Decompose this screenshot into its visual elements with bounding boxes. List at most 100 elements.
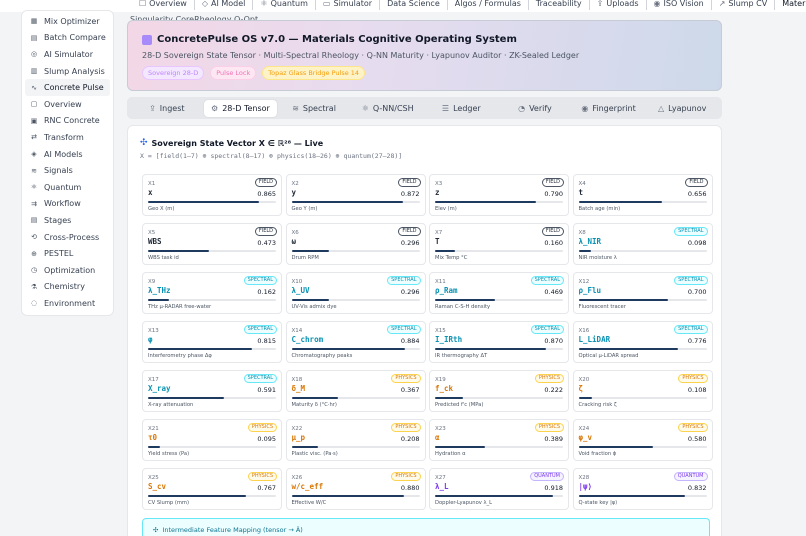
- sidebar-item-quantum[interactable]: ⚛ Quantum: [22, 179, 113, 196]
- cell-variable: y: [291, 188, 297, 197]
- state-cell-x20[interactable]: X20 PHYSICS ζ 0.108 Cracking risk ζ: [572, 370, 713, 412]
- tab-28-d-tensor[interactable]: ⚙ 28-D Tensor: [203, 99, 278, 117]
- tab-ingest[interactable]: ⇪ Ingest: [130, 100, 204, 117]
- 28-d-tensor-icon: ⚙: [211, 103, 219, 113]
- value-bar-fill: [148, 446, 161, 448]
- sidebar-item-slump-analysis[interactable]: ▥ Slump Analysis: [22, 63, 113, 80]
- cell-index: X25: [148, 475, 159, 481]
- state-cell-x24[interactable]: X24 PHYSICS φ_v 0.580 Void fraction ϕ: [572, 419, 713, 461]
- cell-value: 0.222: [544, 386, 563, 394]
- cell-value: 0.296: [400, 239, 420, 247]
- state-cell-x6[interactable]: X6 FIELD ω 0.296 Drum RPM: [285, 223, 426, 265]
- tab-verify[interactable]: ◔ Verify: [498, 100, 572, 117]
- category-badge: PHYSICS: [534, 423, 564, 432]
- state-cell-x12[interactable]: X12 SPECTRAL ρ_Flu 0.700 Fluorescent tracer: [572, 272, 713, 314]
- state-cell-x19[interactable]: X19 PHYSICS f_ck 0.222 Predicted f'c (MPa): [429, 370, 569, 412]
- state-cell-x11[interactable]: X11 SPECTRAL ρ_Ram 0.469 Raman C-S-H density: [429, 272, 569, 314]
- feature-mapping-banner[interactable]: ✣ Intermediate Feature Mapping (tensor →…: [142, 518, 710, 536]
- tab-q-nn-csh[interactable]: ⚛ Q-NN/CSH: [351, 100, 425, 117]
- topnav-item-overview[interactable]: ☐ Overview: [132, 0, 194, 10]
- value-bar-fill: [435, 397, 464, 399]
- sidebar-item-environment[interactable]: ◌ Environment: [22, 295, 113, 312]
- state-cell-x9[interactable]: X9 SPECTRAL λ_THz 0.162 THz μ-RADAR free-wat…: [142, 272, 282, 314]
- state-cell-x25[interactable]: X25 PHYSICS S_cv 0.767 CV Slump (mm): [142, 468, 282, 510]
- cell-index: X27: [435, 475, 446, 481]
- tab-fingerprint[interactable]: ◉ Fingerprint: [572, 100, 646, 117]
- state-cell-x14[interactable]: X14 SPECTRAL C_chrom 0.884 Chromatography pe…: [285, 321, 426, 363]
- state-cell-x7[interactable]: X7 FIELD T 0.160 Mix Temp °C: [429, 223, 569, 265]
- state-cell-x2[interactable]: X2 FIELD y 0.872 Geo Y (m): [285, 174, 426, 216]
- state-cell-x28[interactable]: X28 QUANTUM |ψ⟩ 0.832 Q-state key |ψ⟩: [572, 468, 713, 510]
- sidebar-item-signals[interactable]: ≋ Signals: [22, 162, 113, 179]
- sidebar-item-label: Concrete Pulse: [44, 83, 104, 93]
- category-badge: FIELD: [541, 178, 564, 187]
- state-cell-x17[interactable]: X17 SPECTRAL X_ray 0.591 X-ray attenuation: [142, 370, 282, 412]
- state-cell-x21[interactable]: X21 PHYSICS τ0 0.095 Yield stress (Pa): [142, 419, 282, 461]
- topnav-item-iso-vision[interactable]: ◉ ISO Vision: [645, 0, 711, 10]
- state-cell-x10[interactable]: X10 SPECTRAL λ_UV 0.296 UV-Vis admix dye: [285, 272, 426, 314]
- sidebar-item-chemistry[interactable]: ⚗ Chemistry: [22, 279, 113, 296]
- state-cell-x4[interactable]: X4 FIELD t 0.656 Batch age (min): [572, 174, 713, 216]
- status-pill: Pulse Lock: [210, 66, 257, 80]
- sidebar-item-label: Transform: [44, 132, 84, 142]
- value-bar-fill: [578, 446, 653, 448]
- simulator-icon: ▭: [322, 0, 331, 8]
- cell-description: Cracking risk ζ: [578, 402, 617, 408]
- topnav-item-simulator[interactable]: ▭ Simulator: [314, 0, 379, 10]
- sidebar-item-batch-compare[interactable]: ▤ Batch Compare: [22, 30, 113, 47]
- sidebar-item-cross-process[interactable]: ⟲ Cross-Process: [22, 229, 113, 246]
- sparkle-icon: ✣: [140, 138, 148, 148]
- cell-index: X6: [291, 230, 299, 236]
- sidebar-item-stages[interactable]: ▤ Stages: [22, 212, 113, 229]
- sidebar-item-label: Optimization: [44, 265, 96, 275]
- cell-index: X28: [578, 475, 590, 481]
- state-cell-x27[interactable]: X27 QUANTUM λ_L 0.918 Doppler-Lyapunov λ_L: [429, 468, 569, 510]
- cell-value: 0.095: [257, 435, 276, 443]
- state-cell-x5[interactable]: X5 FIELD WBS 0.473 WBS task id: [142, 223, 282, 265]
- cell-description: WBS task id: [148, 255, 179, 261]
- tab-ledger[interactable]: ☰ Ledger: [425, 100, 499, 117]
- topnav-item-data-science[interactable]: Data Science: [379, 0, 447, 10]
- topnav-item-materials-os-v7[interactable]: Materials OS v7: [774, 0, 806, 10]
- mix-optimizer-icon: ▦: [30, 17, 38, 26]
- value-bar: [148, 495, 276, 497]
- state-cell-x18[interactable]: X18 PHYSICS δ_M 0.367 Maturity δ (°C·hr): [285, 370, 426, 412]
- state-cell-x15[interactable]: X15 SPECTRAL I_IRth 0.870 IR thermography ΔT: [429, 321, 569, 363]
- state-cell-x8[interactable]: X8 SPECTRAL λ_NIR 0.098 NIR moisture λ: [572, 223, 713, 265]
- topnav-item-slump-cv[interactable]: ↗ Slump CV: [710, 0, 775, 10]
- topnav-item-algos-formulas[interactable]: Algos / Formulas: [446, 0, 528, 10]
- topnav-item-uploads[interactable]: ⇪ Uploads: [588, 0, 646, 10]
- q-nn-csh-icon: ⚛: [361, 103, 369, 113]
- state-cell-x13[interactable]: X13 SPECTRAL φ 0.815 Interferometry phase Δφ: [142, 321, 282, 363]
- sidebar-item-overview[interactable]: ▢ Overview: [22, 96, 113, 113]
- sidebar-item-transform[interactable]: ⇄ Transform: [22, 129, 113, 146]
- sidebar-item-ai-models[interactable]: ◈ AI Models: [22, 146, 113, 163]
- sidebar-item-concrete-pulse[interactable]: ∿ Concrete Pulse: [25, 79, 110, 96]
- sidebar-item-mix-optimizer[interactable]: ▦ Mix Optimizer: [22, 13, 113, 30]
- cell-value: 0.767: [257, 484, 276, 492]
- category-badge: SPECTRAL: [243, 374, 277, 383]
- sidebar-item-pestel[interactable]: ⊕ PESTEL: [22, 245, 113, 262]
- state-cell-x22[interactable]: X22 PHYSICS μ_p 0.208 Plastic visc. (Pa·s): [285, 419, 426, 461]
- topnav-item-quantum[interactable]: ⚛ Quantum: [252, 0, 315, 10]
- value-bar-fill: [435, 201, 537, 203]
- state-cell-x16[interactable]: X16 SPECTRAL L_LiDAR 0.776 Optical μ-LiDAR s…: [572, 321, 713, 363]
- value-bar: [291, 495, 420, 497]
- sidebar-item-rnc-concrete[interactable]: ▣ RNC Concrete: [22, 113, 113, 130]
- sidebar-item-ai-simulator[interactable]: ◎ AI Simulator: [22, 46, 113, 63]
- value-bar: [435, 201, 563, 203]
- sidebar-item-optimization[interactable]: ◷ Optimization: [22, 262, 113, 279]
- tab-lyapunov[interactable]: △ Lyapunov: [645, 100, 719, 117]
- state-cell-x3[interactable]: X3 FIELD z 0.790 Elev (m): [429, 174, 569, 216]
- state-cell-x26[interactable]: X26 PHYSICS w/c_eff 0.880 Effective W/C: [285, 468, 426, 510]
- value-bar: [578, 397, 707, 399]
- topnav-item-ai-model[interactable]: ◇ AI Model: [193, 0, 253, 10]
- slump-analysis-icon: ▥: [30, 67, 38, 76]
- sidebar-item-workflow[interactable]: ⇉ Workflow: [22, 196, 113, 213]
- cell-index: X18: [291, 377, 303, 383]
- topnav-item-traceability[interactable]: Traceability: [527, 0, 589, 10]
- state-cell-x1[interactable]: X1 FIELD x 0.865 Geo X (m): [142, 174, 282, 216]
- tab-spectral[interactable]: ≋ Spectral: [277, 100, 351, 117]
- value-bar: [435, 348, 563, 350]
- state-cell-x23[interactable]: X23 PHYSICS α 0.389 Hydration α: [429, 419, 569, 461]
